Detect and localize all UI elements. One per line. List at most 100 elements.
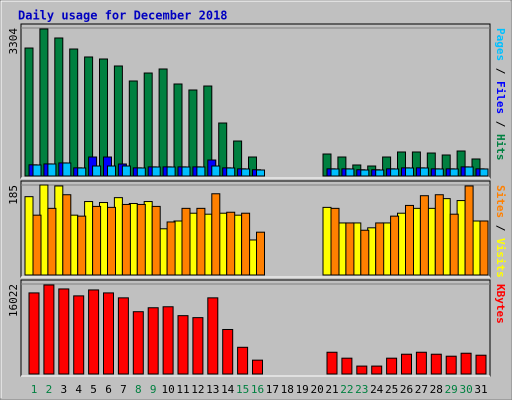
bar bbox=[479, 220, 489, 276]
bar bbox=[226, 211, 236, 276]
bar bbox=[58, 288, 70, 375]
bar bbox=[28, 292, 40, 375]
bar bbox=[43, 284, 55, 375]
bar bbox=[237, 346, 249, 375]
x-tick-label: 6 bbox=[105, 383, 112, 396]
bar bbox=[464, 166, 474, 177]
bar bbox=[211, 165, 221, 177]
bar bbox=[356, 365, 368, 375]
bar bbox=[62, 194, 72, 276]
x-tick-label: 16 bbox=[251, 383, 264, 396]
bar bbox=[47, 163, 57, 177]
x-tick-label: 18 bbox=[281, 383, 294, 396]
bar bbox=[196, 166, 206, 177]
bar bbox=[401, 353, 412, 375]
bar bbox=[143, 72, 153, 177]
bar bbox=[434, 194, 444, 276]
legend-entry: Files bbox=[494, 81, 507, 114]
x-tick-label: 23 bbox=[355, 383, 368, 396]
bar bbox=[360, 169, 370, 177]
x-tick-label: 25 bbox=[385, 383, 398, 396]
x-tick-label: 17 bbox=[266, 383, 279, 396]
bar bbox=[24, 196, 34, 276]
x-tick-label: 26 bbox=[400, 383, 413, 396]
bar bbox=[121, 165, 131, 177]
bar bbox=[241, 212, 251, 276]
bar bbox=[136, 203, 146, 276]
bar bbox=[151, 205, 161, 276]
bar bbox=[192, 317, 204, 375]
bar bbox=[117, 297, 129, 375]
bar bbox=[326, 351, 338, 375]
bar bbox=[371, 365, 383, 375]
bar bbox=[88, 289, 100, 375]
bar bbox=[419, 195, 429, 276]
bar bbox=[252, 359, 263, 375]
y-tick-label: 3304 bbox=[7, 28, 20, 55]
y-tick-label: 185 bbox=[7, 185, 20, 205]
bar bbox=[77, 167, 87, 177]
x-tick-label: 1 bbox=[31, 383, 38, 396]
bar bbox=[449, 213, 459, 276]
x-tick-label: 3 bbox=[60, 383, 67, 396]
x-tick-label: 29 bbox=[445, 383, 458, 396]
bar bbox=[166, 221, 176, 276]
x-tick-label: 8 bbox=[135, 383, 142, 396]
bar bbox=[211, 193, 221, 276]
bar bbox=[434, 168, 444, 177]
x-tick-label: 24 bbox=[370, 383, 384, 396]
bar bbox=[464, 185, 474, 276]
legend: Sites / Visits bbox=[494, 185, 507, 278]
bar bbox=[136, 167, 146, 177]
bar bbox=[226, 167, 236, 177]
bar bbox=[375, 222, 385, 276]
bar bbox=[445, 355, 457, 375]
bar bbox=[151, 166, 161, 177]
bar bbox=[330, 168, 340, 177]
x-tick-label: 11 bbox=[176, 383, 189, 396]
bar bbox=[32, 164, 42, 177]
bar bbox=[360, 229, 370, 276]
legend-entry: KBytes bbox=[494, 284, 507, 324]
bar bbox=[256, 231, 265, 276]
x-tick-label: 20 bbox=[310, 383, 323, 396]
bar bbox=[73, 295, 85, 375]
x-tick-label: 27 bbox=[415, 383, 428, 396]
bar bbox=[107, 206, 116, 276]
legend-separator: / bbox=[494, 61, 507, 81]
x-tick-label: 5 bbox=[90, 383, 97, 396]
bar bbox=[405, 167, 414, 177]
x-tick-label: 31 bbox=[474, 383, 487, 396]
bar bbox=[47, 207, 57, 276]
bar bbox=[341, 357, 353, 375]
bar bbox=[479, 168, 489, 177]
chart-title: Daily usage for December 2018 bbox=[18, 9, 228, 23]
bar bbox=[405, 204, 414, 276]
x-tick-label: 19 bbox=[296, 383, 309, 396]
bar bbox=[107, 165, 116, 177]
bar bbox=[147, 307, 159, 375]
bar bbox=[39, 28, 49, 177]
bar bbox=[222, 328, 234, 375]
x-tick-label: 30 bbox=[459, 383, 472, 396]
bar bbox=[166, 166, 176, 177]
legend-entry: Pages bbox=[494, 28, 507, 61]
bar bbox=[132, 311, 144, 375]
bar bbox=[449, 168, 459, 177]
bar bbox=[69, 48, 79, 177]
x-tick-label: 2 bbox=[46, 383, 53, 396]
bar bbox=[345, 168, 355, 177]
legend-separator: / bbox=[494, 114, 507, 134]
bar bbox=[322, 206, 332, 276]
x-tick-label: 22 bbox=[340, 383, 353, 396]
bar bbox=[207, 297, 219, 375]
bar bbox=[173, 83, 183, 177]
bar bbox=[386, 357, 398, 375]
bar bbox=[196, 207, 206, 276]
bar bbox=[103, 292, 114, 375]
bar bbox=[32, 214, 42, 276]
x-tick-label: 13 bbox=[206, 383, 219, 396]
x-tick-label: 28 bbox=[430, 383, 443, 396]
x-tick-label: 12 bbox=[191, 383, 204, 396]
